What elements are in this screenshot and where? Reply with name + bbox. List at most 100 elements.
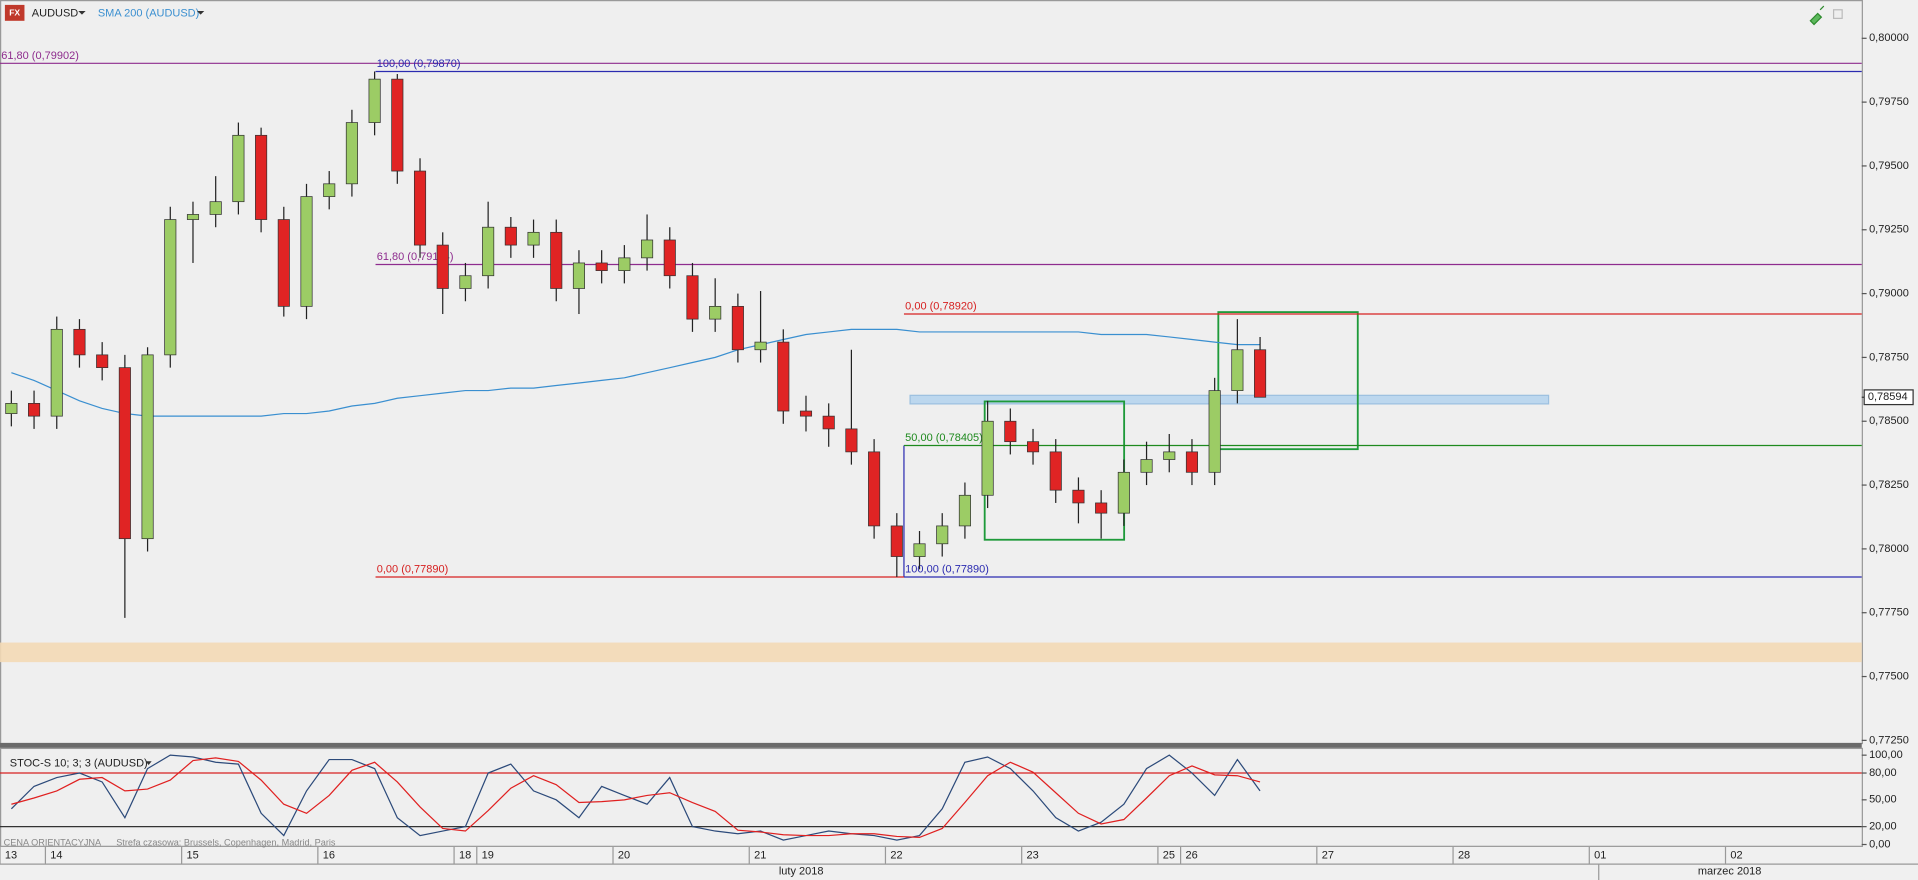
candle-body (754, 341, 767, 351)
candle-body (232, 134, 245, 203)
draw-tool-icon[interactable] (1809, 5, 1825, 26)
candle-body (595, 262, 608, 271)
candle-body (1254, 349, 1267, 398)
y-tick-label: 80,00 (1869, 767, 1897, 779)
candle-body (1163, 451, 1176, 460)
month-label: luty 2018 (779, 865, 824, 877)
candle-body (777, 341, 790, 412)
y-tick-label: 0,78750 (1869, 351, 1909, 363)
date-label: 20 (618, 849, 630, 861)
candle-body (118, 367, 131, 540)
stoch-title[interactable]: STOC-S 10; 3; 3 (AUDUSD) (10, 758, 148, 770)
y-tick-label: 0,80000 (1869, 32, 1909, 44)
support-zone (0, 642, 1862, 663)
dropdown-arrow[interactable] (78, 11, 86, 15)
candle-body (436, 244, 449, 289)
y-tick-label: 0,79500 (1869, 160, 1909, 172)
candle-body (709, 305, 722, 320)
symbol[interactable]: AUDUSD (32, 7, 78, 19)
candle-body (345, 122, 358, 185)
candle-body (1049, 451, 1062, 491)
candle-body (845, 428, 858, 453)
candle-body (391, 78, 404, 172)
date-label: 23 (1027, 849, 1039, 861)
candle-body (1208, 390, 1221, 473)
candle-body (277, 219, 290, 307)
candle-body (368, 78, 381, 123)
y-tick-label: 0,77750 (1869, 607, 1909, 619)
y-tick-label: 50,00 (1869, 794, 1897, 806)
candle-body (958, 494, 971, 527)
date-label: 27 (1322, 849, 1334, 861)
candle-body (186, 214, 200, 220)
sma-line (11, 328, 1261, 417)
y-tick-label: 20,00 (1869, 821, 1897, 833)
panel-splitter[interactable] (0, 742, 1862, 748)
y-tick-label: 0,78000 (1869, 543, 1909, 555)
candle-body (141, 354, 154, 540)
footer-note: CENA ORIENTACYJNA (4, 838, 102, 848)
candle-body (936, 525, 949, 545)
candle-body (618, 257, 631, 271)
fib-label: 0,00 (0,77890) (377, 564, 449, 576)
candle-body (459, 275, 472, 289)
date-label: 18 (459, 849, 471, 861)
candle-body (686, 275, 699, 320)
month-label: marzec 2018 (1698, 865, 1762, 877)
date-label: 28 (1458, 849, 1470, 861)
date-label: 02 (1730, 849, 1742, 861)
candle-body (413, 170, 427, 246)
date-label: 22 (890, 849, 902, 861)
fib-label: 50,00 (0,78405) (905, 432, 983, 444)
candle-body (1140, 459, 1153, 473)
fib-label: 61,80 (0,79114) (377, 251, 454, 263)
resistance-zone (909, 394, 1550, 405)
main-panel (0, 0, 1863, 745)
candle-body (572, 262, 585, 289)
candle-body (527, 231, 540, 246)
candle-body (164, 219, 177, 356)
y-tick-label: 0,79000 (1869, 287, 1909, 299)
y-tick-label: 0,79750 (1869, 96, 1909, 108)
fib-label: 61,80 (0,79902) (1, 50, 79, 62)
window-button[interactable] (1832, 9, 1843, 19)
candle-body (504, 226, 517, 246)
date-label: 15 (187, 849, 199, 861)
stoch-line (11, 757, 1261, 839)
candle-body (890, 525, 903, 557)
fib-label: 100,00 (0,79870) (377, 58, 461, 70)
stoch-panel (0, 747, 1863, 847)
y-tick-label: 0,77500 (1869, 670, 1909, 682)
date-label: 26 (1186, 849, 1198, 861)
indicator-label[interactable]: SMA 200 (AUDUSD) (98, 7, 199, 19)
candle-body (323, 183, 336, 197)
candle-body (1231, 349, 1244, 391)
y-tick-label: 0,00 (1869, 838, 1890, 850)
last-price-label: 0,78594 (1868, 391, 1908, 403)
candle-body (28, 403, 41, 417)
candle-body (96, 354, 109, 368)
candle-body (731, 305, 744, 351)
dropdown-arrow[interactable] (196, 11, 205, 15)
green-box (1217, 311, 1359, 451)
candle-body (641, 239, 654, 259)
candle-body (550, 231, 563, 289)
date-label: 14 (50, 849, 62, 861)
date-label: 21 (754, 849, 766, 861)
candle-body (868, 451, 881, 527)
candle-body (1004, 420, 1017, 443)
fib-label: 0,00 (0,78920) (905, 301, 977, 313)
y-tick-label: 0,78250 (1869, 479, 1909, 491)
candle-body (1072, 489, 1085, 504)
y-tick-label: 100,00 (1869, 749, 1903, 761)
candle-body (73, 328, 86, 356)
candle-body (1026, 441, 1040, 453)
fx-icon[interactable] (4, 4, 25, 21)
candle-body (255, 134, 268, 220)
dropdown-arrow[interactable] (145, 761, 152, 765)
last-price-box (1863, 389, 1914, 406)
y-tick-label: 0,77250 (1869, 734, 1909, 746)
candle-body (981, 420, 994, 496)
